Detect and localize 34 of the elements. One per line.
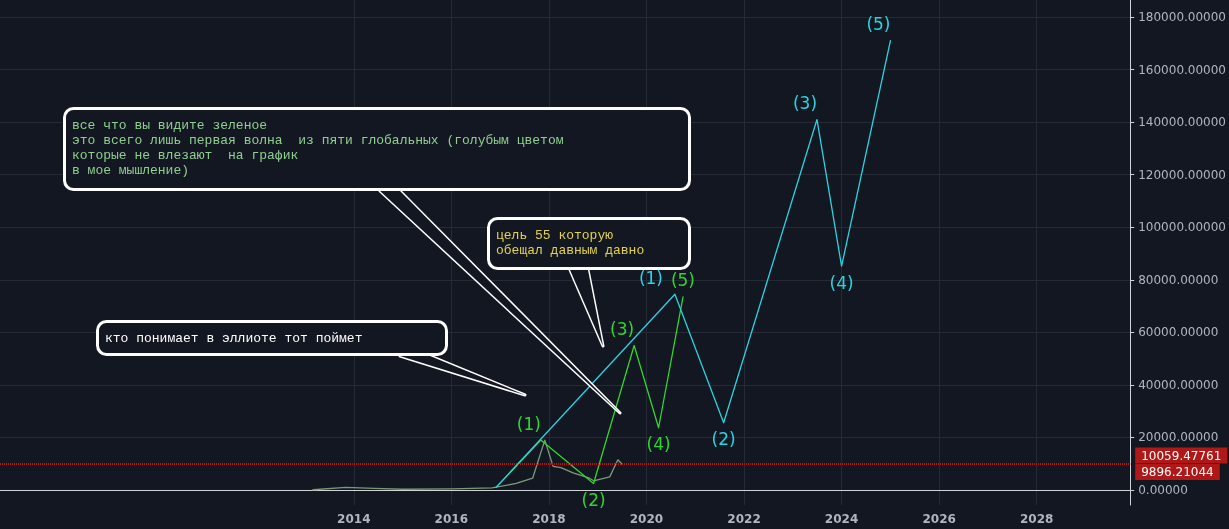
x-tick-label: 2016 xyxy=(434,512,469,526)
x-tick-label: 2018 xyxy=(532,512,566,526)
annotation: (5) xyxy=(866,14,891,35)
annotation: (1) xyxy=(516,413,541,434)
y-tick-label: 100000.00000 xyxy=(1138,220,1226,235)
y-tick-label: 20000.00000 xyxy=(1138,430,1219,445)
x-tick-label: 2014 xyxy=(337,512,371,526)
y-tick-label: 0.00000 xyxy=(1138,483,1188,498)
annotation: цель 55 которую обещал давным давно xyxy=(495,227,646,260)
annotation: (3) xyxy=(792,93,818,114)
annotation: (1) xyxy=(638,267,664,288)
annotation: все что вы видите зеленое это всего лишь первая волна из пяти глобальных (голубым цветом которые не влезают на график в мое мышление) xyxy=(71,117,565,180)
x-tick-label: 2022 xyxy=(727,512,761,526)
y-tick-label: 60000.00000 xyxy=(1138,325,1219,340)
y-tick-label: 40000.00000 xyxy=(1138,377,1219,392)
annotation: (5) xyxy=(670,270,696,291)
x-tick-label: 2024 xyxy=(824,512,859,526)
y-tick-label: 120000.00000 xyxy=(1138,167,1226,182)
y-tick-label: 140000.00000 xyxy=(1138,115,1226,130)
y-tick-label: 160000.00000 xyxy=(1138,62,1226,77)
y-tick-label: 80000.00000 xyxy=(1138,272,1219,287)
x-tick-label: 2028 xyxy=(1020,512,1054,526)
ref-line-label: 9896.21044 xyxy=(1141,465,1214,480)
line-series xyxy=(312,439,623,491)
annotation: (4) xyxy=(646,434,671,455)
x-tick-label: 2020 xyxy=(629,512,664,526)
annotation: (4) xyxy=(829,272,854,293)
annotation: (3) xyxy=(610,319,635,340)
y-tick-label: 180000.00000 xyxy=(1138,10,1226,25)
annotation: (2) xyxy=(711,429,736,450)
x-tick-label: 2026 xyxy=(922,512,956,526)
ref-line-label: 10059.47761 xyxy=(1141,448,1222,463)
annotation: кто понимает в эллиоте тот поймет xyxy=(104,330,364,348)
annotation: (2) xyxy=(581,489,606,510)
